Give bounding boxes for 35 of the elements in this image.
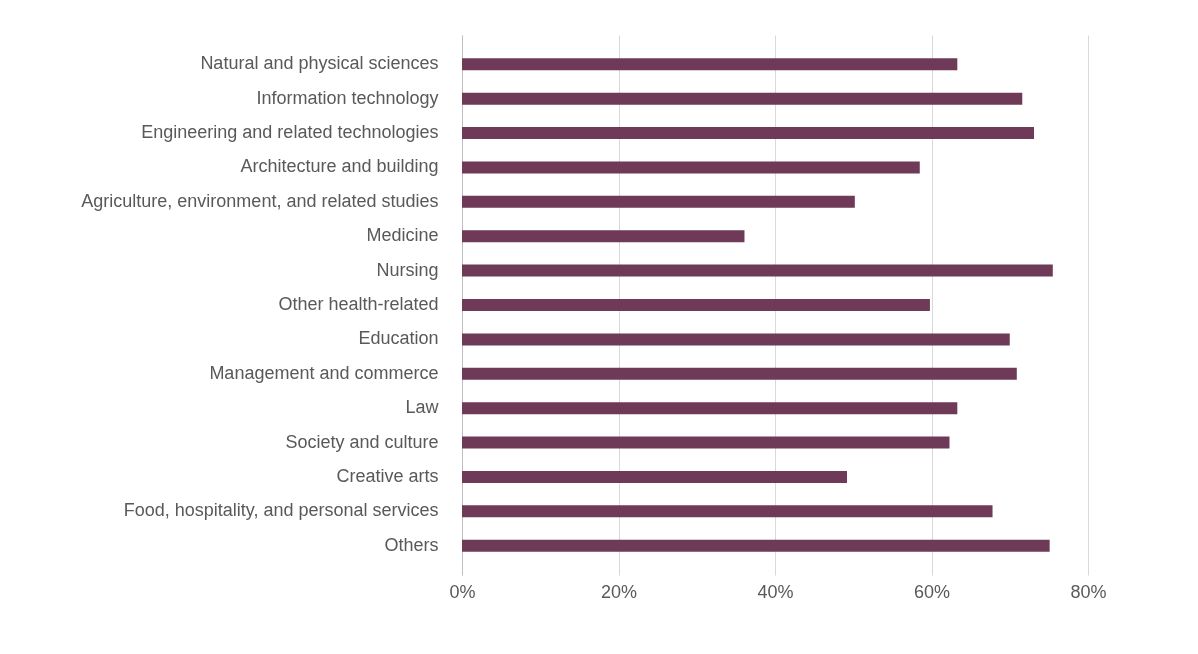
y-tick-label: Management and commerce (209, 362, 439, 383)
bar (462, 505, 993, 518)
bar (462, 264, 1053, 277)
y-tick-label: Engineering and related technologies (141, 122, 439, 143)
y-tick-label: Creative arts (336, 465, 439, 486)
y-tick-label: Others (384, 534, 439, 555)
y-tick-label: Nursing (376, 259, 439, 280)
bar (462, 436, 950, 449)
bar (462, 470, 847, 483)
bar (462, 299, 930, 311)
x-tick-label: 20% (600, 581, 638, 602)
y-tick-label: Food, hospitality, and personal services (123, 500, 439, 521)
x-tick-label: 80% (1070, 581, 1107, 602)
y-tick-label: Agriculture, environment, and related studies (81, 190, 439, 211)
x-tick-label: 40% (757, 581, 794, 602)
y-tick-label: Natural and physical sciences (200, 53, 439, 74)
y-tick-label: Society and culture (285, 431, 439, 452)
y-tick-label: Medicine (366, 225, 439, 246)
x-tick-label: 60% (913, 581, 951, 602)
bar (462, 333, 1010, 346)
y-tick-label: Law (405, 397, 440, 418)
y-tick-label: Information technology (256, 87, 439, 108)
bar (462, 92, 1023, 105)
bar (462, 195, 855, 208)
bar (462, 402, 958, 415)
bar (462, 539, 1050, 552)
bar (462, 127, 1035, 140)
y-tick-label: Education (358, 328, 439, 349)
y-tick-label: Architecture and building (240, 156, 439, 177)
bar (462, 230, 745, 243)
bar (462, 161, 920, 174)
bar (462, 367, 1017, 380)
bar (462, 58, 958, 71)
y-tick-label: Other health-related (278, 294, 439, 314)
x-tick-label: 0% (449, 581, 476, 602)
